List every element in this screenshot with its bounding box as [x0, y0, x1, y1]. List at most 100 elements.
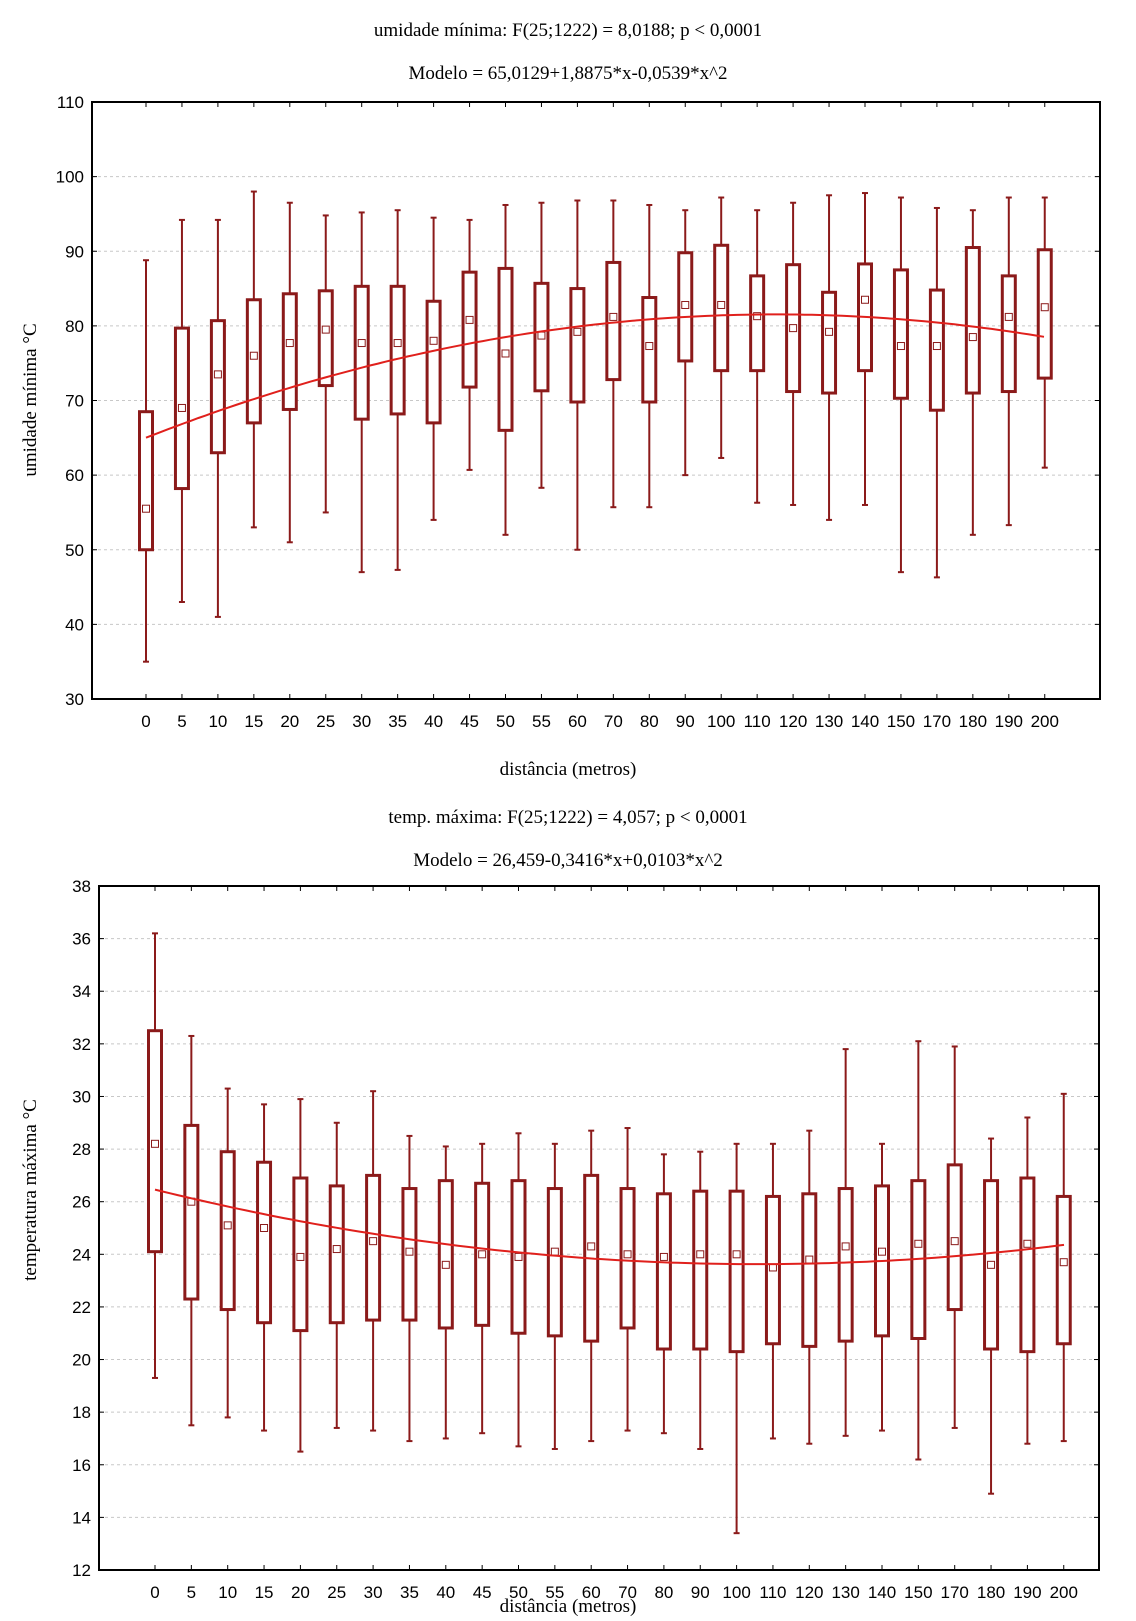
- center-marker: [537, 331, 546, 340]
- center-marker: [1023, 1239, 1032, 1248]
- center-marker: [753, 312, 762, 321]
- x-tick-label: 90: [691, 1583, 710, 1602]
- y-tick-label: 100: [56, 168, 84, 187]
- center-marker: [357, 339, 366, 348]
- plot-area: 30 40 50 60 70 80 90 100 110 0 5 10 15 20 25 30 35 40 45 50…: [56, 93, 1101, 731]
- y-tick-label: 26: [72, 1193, 91, 1212]
- x-tick-label: 25: [316, 712, 335, 731]
- box: [497, 266, 514, 432]
- y-tick-label: 32: [72, 1035, 91, 1054]
- x-tick-label: 30: [364, 1583, 383, 1602]
- box: [605, 260, 622, 382]
- box: [692, 1189, 709, 1351]
- x-tick-label: 55: [545, 1583, 564, 1602]
- x-tick-label: 10: [208, 712, 227, 731]
- x-tick-label: 20: [291, 1583, 310, 1602]
- center-marker: [332, 1245, 341, 1254]
- x-tick-label: 140: [851, 712, 879, 731]
- x-tick-label: 45: [473, 1583, 492, 1602]
- y-tick-label: 20: [72, 1351, 91, 1370]
- center-marker: [501, 349, 510, 358]
- x-tick-label: 200: [1031, 712, 1059, 731]
- box: [389, 284, 406, 416]
- center-marker: [914, 1239, 923, 1248]
- center-marker: [623, 1250, 632, 1259]
- box: [219, 1150, 236, 1312]
- center-marker: [151, 1139, 159, 1148]
- x-tick-label: 40: [424, 712, 443, 731]
- x-tick-label: 20: [280, 712, 299, 731]
- center-marker: [296, 1252, 305, 1261]
- model-curve: [145, 313, 1045, 439]
- y-tick-label: 24: [72, 1245, 91, 1264]
- y-tick-label: 28: [72, 1140, 91, 1159]
- y-tick-label: 14: [72, 1508, 91, 1527]
- center-marker: [465, 315, 474, 324]
- box: [749, 274, 766, 373]
- x-tick-label: 180: [959, 712, 987, 731]
- chart-title: temp. máxima: F(25;1222) = 4,057; p < 0,…: [388, 807, 747, 828]
- center-marker: [896, 342, 905, 351]
- y-tick-label: 36: [72, 930, 91, 949]
- box: [1019, 1176, 1036, 1354]
- x-axis-label: distância (metros): [500, 1596, 637, 1617]
- center-marker: [249, 351, 258, 360]
- box: [569, 287, 586, 404]
- center-marker: [950, 1237, 959, 1246]
- y-tick-label: 18: [72, 1403, 91, 1422]
- x-tick-label: 110: [744, 712, 771, 731]
- y-axis-label: temperatura máxima °C: [20, 1099, 41, 1281]
- y-tick-label: 22: [72, 1298, 91, 1317]
- center-marker: [587, 1242, 596, 1251]
- y-tick-label: 30: [72, 1087, 91, 1106]
- center-marker: [878, 1247, 886, 1256]
- center-marker: [369, 1237, 378, 1246]
- y-tick-label: 30: [65, 690, 84, 709]
- box: [837, 1187, 854, 1343]
- center-marker: [659, 1252, 668, 1261]
- x-tick-label: 40: [436, 1583, 455, 1602]
- box: [821, 290, 838, 395]
- y-tick-label: 60: [65, 466, 84, 485]
- center-marker: [968, 333, 977, 342]
- center-marker: [260, 1224, 269, 1232]
- plot-area: 12 14 16 18 20 22 24 26 28 30 32 34 36 38 0 5 10 15 20 25 30…: [72, 877, 1100, 1602]
- y-axis-label: umidade mínima °C: [20, 323, 41, 476]
- x-tick-label: 150: [904, 1583, 932, 1602]
- x-tick-label: 190: [1013, 1583, 1041, 1602]
- center-marker: [429, 336, 438, 345]
- x-tick-label: 130: [831, 1583, 859, 1602]
- y-tick-label: 34: [72, 982, 91, 1001]
- chart-panel-temperatura: temp. máxima: F(25;1222) = 4,057; p < 0,…: [20, 807, 1100, 1617]
- x-tick-label: 190: [995, 712, 1023, 731]
- x-tick-label: 70: [618, 1583, 637, 1602]
- x-tick-label: 80: [654, 1583, 673, 1602]
- x-tick-label: 15: [255, 1583, 274, 1602]
- x-tick-label: 130: [815, 712, 843, 731]
- x-tick-label: 30: [352, 712, 371, 731]
- center-marker: [177, 403, 186, 412]
- box: [317, 289, 334, 388]
- center-marker: [285, 339, 294, 348]
- box: [546, 1187, 563, 1338]
- x-tick-label: 70: [604, 712, 623, 731]
- x-tick-label: 0: [150, 1583, 159, 1602]
- center-marker: [405, 1247, 414, 1256]
- box: [964, 246, 981, 395]
- center-marker: [478, 1250, 487, 1259]
- center-marker: [609, 312, 618, 321]
- y-tick-label: 12: [72, 1561, 91, 1580]
- box: [209, 319, 226, 455]
- y-tick-label: 80: [65, 317, 84, 336]
- center-marker: [550, 1247, 559, 1256]
- x-tick-label: 60: [582, 1583, 601, 1602]
- y-tick-label: 40: [65, 615, 84, 634]
- center-marker: [789, 324, 798, 333]
- y-tick-label: 110: [57, 93, 84, 112]
- x-tick-label: 140: [868, 1583, 896, 1602]
- x-tick-label: 120: [795, 1583, 823, 1602]
- box: [328, 1184, 345, 1325]
- x-tick-label: 50: [509, 1583, 528, 1602]
- x-tick-label: 25: [327, 1583, 346, 1602]
- y-tick-label: 38: [72, 877, 91, 896]
